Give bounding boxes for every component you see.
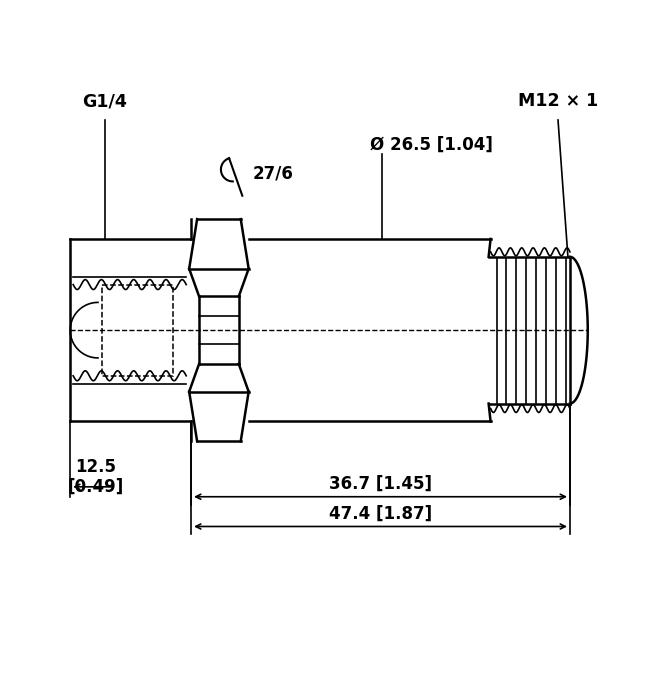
Text: 47.4 [1.87]: 47.4 [1.87] <box>329 505 432 522</box>
Text: M12 × 1: M12 × 1 <box>518 92 598 110</box>
Text: G1/4: G1/4 <box>82 92 127 110</box>
Text: 36.7 [1.45]: 36.7 [1.45] <box>329 475 432 493</box>
Text: Ø 26.5 [1.04]: Ø 26.5 [1.04] <box>370 136 492 154</box>
Text: [0.49]: [0.49] <box>68 477 124 496</box>
Text: 12.5: 12.5 <box>76 458 116 476</box>
Text: 27/6: 27/6 <box>253 164 293 183</box>
